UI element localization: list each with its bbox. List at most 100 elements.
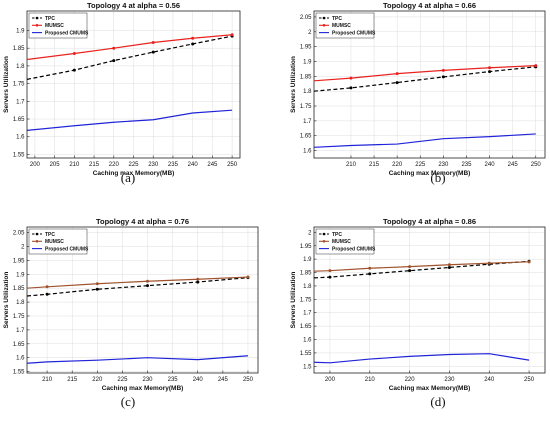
data-point xyxy=(230,33,234,37)
x-tick-label: 215 xyxy=(67,377,78,383)
x-tick-label: 240 xyxy=(484,377,495,383)
y-tick-label: 1.65 xyxy=(300,324,312,330)
chart-panel-a: 200 205 210 215 220 225 230 235 240 245 250 1.55 1.6… xyxy=(3,1,241,185)
plot-frame xyxy=(313,10,546,159)
x-tick-label: 215 xyxy=(369,162,380,168)
series-line-tpc xyxy=(313,66,536,92)
data-point xyxy=(395,81,399,85)
data-point xyxy=(328,269,332,273)
data-point xyxy=(527,260,531,264)
data-point xyxy=(447,263,451,267)
x-tick-label: 220 xyxy=(392,162,403,168)
y-tick-label: 1.9 xyxy=(16,272,25,278)
x-tick-label: 215 xyxy=(89,162,100,168)
legend-label: TPC xyxy=(332,232,342,238)
legend-marker xyxy=(35,16,39,20)
y-axis-label: Servers Utilization xyxy=(3,272,10,329)
x-tick-label: 230 xyxy=(143,377,154,383)
y-tick-label: 1.6 xyxy=(16,135,25,141)
x-tick-label: 225 xyxy=(128,162,139,168)
series-line-tpc xyxy=(26,35,233,80)
data-point xyxy=(196,277,200,281)
panel-caption: (c) xyxy=(121,394,135,409)
x-tick-label: 245 xyxy=(508,162,519,168)
y-tick-label: 1.65 xyxy=(300,134,312,140)
legend-label: MUMSC xyxy=(45,239,64,245)
y-tick-label: 1.95 xyxy=(13,258,25,264)
x-tick-label: 245 xyxy=(207,162,218,168)
y-tick-label: 1.7 xyxy=(303,119,312,125)
data-point xyxy=(95,282,99,286)
y-tick-label: 1.75 xyxy=(300,297,312,303)
panel-caption: (d) xyxy=(430,394,445,409)
data-point xyxy=(328,275,332,279)
y-tick-label: 1.9 xyxy=(303,59,312,65)
series-line-proposed-cmums xyxy=(26,355,249,364)
y-tick-label: 2 xyxy=(308,230,312,236)
x-tick-label: 250 xyxy=(243,377,254,383)
x-tick-label: 210 xyxy=(42,377,53,383)
y-tick-label: 1.65 xyxy=(13,342,25,348)
y-tick-label: 1.8 xyxy=(16,300,25,306)
legend-marker xyxy=(322,240,326,243)
x-tick-label: 250 xyxy=(524,377,535,383)
y-tick-label: 1.55 xyxy=(300,351,312,357)
series-line-proposed-cmums xyxy=(313,353,530,364)
data-point xyxy=(488,66,492,70)
x-tick-label: 235 xyxy=(168,377,179,383)
y-tick-label: 1.8 xyxy=(16,64,25,70)
data-point xyxy=(487,261,491,265)
y-tick-label: 1.75 xyxy=(13,82,25,88)
chart-panel-b: 210 215 220 225 230 235 240 245 250 1.6 1.65 1.7 1.7… xyxy=(290,1,546,185)
y-tick-label: 1.9 xyxy=(303,257,312,263)
series-line-mumsc xyxy=(26,276,248,289)
y-tick-label: 1.95 xyxy=(300,244,312,250)
y-axis-label: Servers Utilization xyxy=(3,56,10,113)
x-tick-label: 220 xyxy=(109,162,120,168)
legend-marker xyxy=(35,24,39,27)
legend-label: Proposed CMUMS xyxy=(332,30,376,36)
x-tick-label: 250 xyxy=(227,162,238,168)
data-point xyxy=(441,75,445,79)
y-tick-label: 1.6 xyxy=(303,338,312,344)
chart-title: Topology 4 at alpha = 0.76 xyxy=(96,217,189,226)
data-point xyxy=(368,266,372,270)
y-tick-label: 1.7 xyxy=(16,328,25,334)
x-tick-label: 240 xyxy=(188,162,199,168)
series-line-mumsc xyxy=(26,34,233,61)
legend-label: TPC xyxy=(332,16,342,22)
data-point xyxy=(534,64,538,68)
legend-marker xyxy=(322,232,326,236)
y-tick-label: 1.7 xyxy=(303,311,312,317)
y-tick-label: 1.95 xyxy=(300,45,312,51)
y-tick-label: 2 xyxy=(21,244,25,250)
legend-marker xyxy=(35,240,39,243)
x-tick-label: 230 xyxy=(444,377,455,383)
y-tick-label: 1.9 xyxy=(16,28,25,34)
legend-marker xyxy=(35,232,39,236)
x-tick-label: 235 xyxy=(461,162,472,168)
y-tick-label: 1.75 xyxy=(13,314,25,320)
legend-label: MUMSC xyxy=(332,23,351,29)
x-tick-label: 210 xyxy=(69,162,80,168)
y-tick-label: 1.85 xyxy=(13,46,25,52)
y-tick-label: 2.05 xyxy=(300,15,312,21)
y-axis-label: Servers Utilization xyxy=(290,56,297,113)
chart-panel-c: 210 215 220 225 230 235 240 245 250 1.55 1.6 1.65 1.… xyxy=(3,217,259,409)
legend-marker xyxy=(322,24,326,27)
x-tick-label: 230 xyxy=(438,162,449,168)
data-point xyxy=(349,86,353,90)
x-tick-label: 235 xyxy=(168,162,179,168)
data-point xyxy=(72,68,76,72)
y-tick-label: 1.6 xyxy=(303,149,312,155)
legend-label: Proposed CMUMS xyxy=(45,246,89,252)
data-point xyxy=(146,279,150,283)
data-point xyxy=(196,280,200,284)
data-point xyxy=(146,284,150,288)
y-tick-label: 1.55 xyxy=(13,152,25,158)
data-point xyxy=(447,265,451,269)
x-tick-label: 230 xyxy=(148,162,159,168)
data-point xyxy=(349,76,353,80)
